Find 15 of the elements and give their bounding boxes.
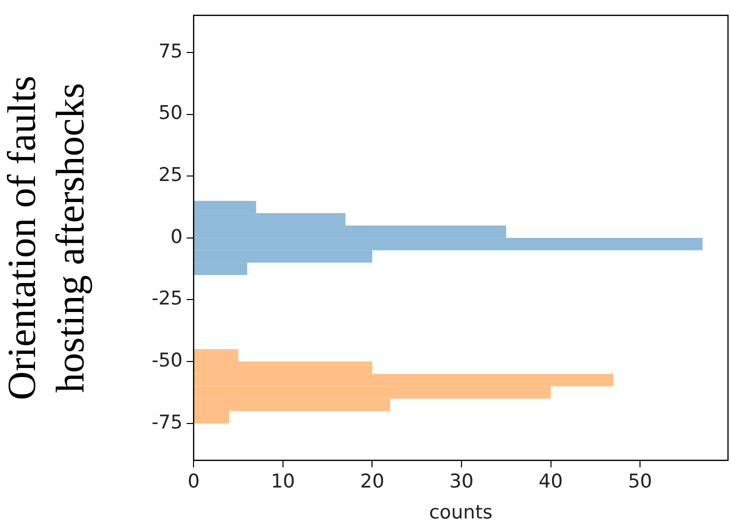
x-tick-label: 10 xyxy=(270,470,296,493)
y-tick-label: -50 xyxy=(152,349,183,372)
y-tick-label: -75 xyxy=(152,411,183,434)
x-tick-label: 50 xyxy=(628,470,652,493)
x-tick-label: 30 xyxy=(449,470,474,493)
y-tick-label: 0 xyxy=(170,226,183,248)
x-tick-label: 40 xyxy=(538,470,563,493)
x-tick-label: 20 xyxy=(360,470,384,493)
y-tick-label: 75 xyxy=(158,40,183,62)
x-tick-label: 0 xyxy=(188,470,200,493)
y-tick-label: 50 xyxy=(158,102,183,124)
y-tick-label: -25 xyxy=(152,288,183,310)
x-axis-title: counts xyxy=(429,502,493,524)
y-axis-title: Orientation of faults hosting aftershocks xyxy=(0,76,93,400)
y-tick-label: 25 xyxy=(158,164,183,186)
